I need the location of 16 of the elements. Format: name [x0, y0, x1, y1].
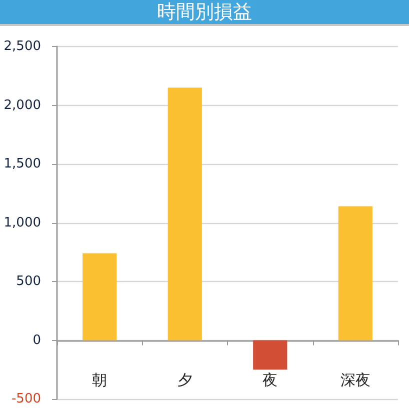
bar [168, 88, 202, 340]
y-tick-label: 0 [32, 332, 41, 348]
bar [253, 340, 288, 370]
y-tick-label: 2,500 [4, 39, 41, 54]
x-tick-label: 夜 [262, 372, 278, 389]
bar [338, 206, 372, 340]
x-tick-label: 深夜 [340, 372, 370, 389]
y-tick-label: 1,000 [4, 215, 41, 230]
x-tick-label: 朝 [92, 372, 108, 389]
x-tick-label: 夕 [177, 372, 192, 389]
bar [82, 253, 117, 340]
y-tick-label: 500 [16, 274, 41, 289]
chart-title: 時間別損益 [157, 1, 252, 23]
y-tick-label: 1,500 [4, 156, 41, 172]
y-tick-label: -500 [11, 392, 41, 406]
y-tick-label: 2,000 [4, 98, 41, 113]
